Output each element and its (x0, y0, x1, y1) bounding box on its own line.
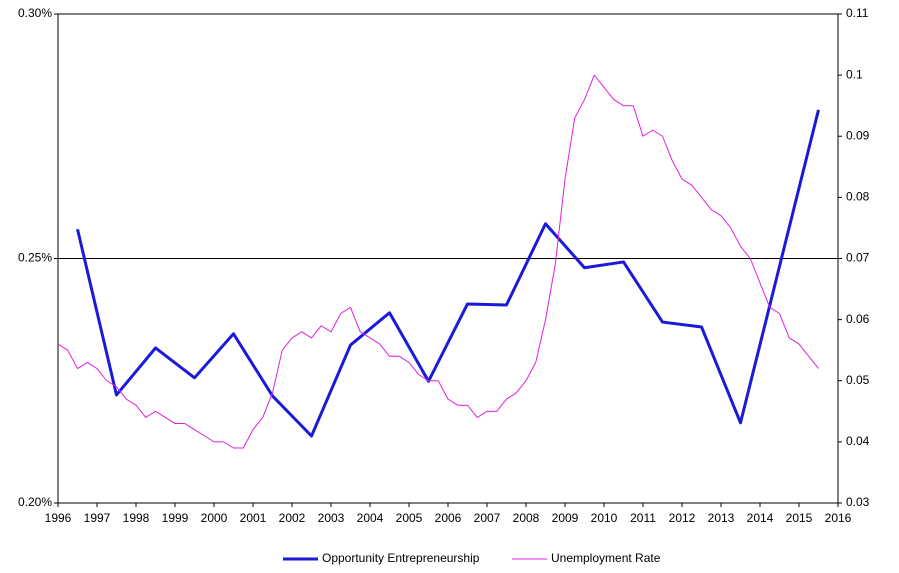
x-tick-label: 2002 (279, 511, 306, 525)
x-tick-label: 2012 (669, 511, 696, 525)
x-tick-label: 1999 (162, 511, 189, 525)
x-tick-label: 2003 (318, 511, 345, 525)
y2-tick-label: 0.09 (846, 128, 870, 142)
y2-tick-label: 0.11 (846, 6, 869, 20)
x-tick-label: 2000 (201, 511, 228, 525)
x-tick-label: 2013 (708, 511, 735, 525)
y2-tick-label: 0.07 (846, 251, 870, 265)
series-line (76, 109, 820, 438)
y-tick-label: 0.25% (18, 251, 52, 265)
x-tick-label: 2001 (240, 511, 267, 525)
y2-tick-label: 0.04 (846, 434, 870, 448)
x-tick-label: 2015 (786, 511, 813, 525)
x-tick-label: 2004 (357, 511, 384, 525)
y2-tick-label: 0.06 (846, 312, 870, 326)
y2-tick-label: 0.05 (846, 373, 870, 387)
y2-tick-label: 0.03 (846, 495, 870, 509)
x-tick-label: 1997 (84, 511, 111, 525)
x-tick-label: 2005 (396, 511, 423, 525)
legend-label: Unemployment Rate (551, 551, 661, 565)
x-tick-label: 2006 (435, 511, 462, 525)
x-tick-label: 2014 (747, 511, 774, 525)
y-tick-label: 0.20% (18, 495, 52, 509)
y-tick-label: 0.30% (18, 6, 52, 20)
x-tick-label: 2007 (474, 511, 501, 525)
x-tick-label: 2009 (552, 511, 579, 525)
x-tick-label: 1998 (123, 511, 150, 525)
y2-tick-label: 0.1 (846, 67, 863, 81)
x-tick-label: 2010 (591, 511, 618, 525)
x-tick-label: 2011 (630, 511, 656, 525)
legend-label: Opportunity Entrepreneurship (322, 551, 480, 565)
y2-tick-label: 0.08 (846, 190, 870, 204)
x-tick-label: 2008 (513, 511, 540, 525)
x-tick-label: 1996 (45, 511, 72, 525)
x-tick-label: 2016 (825, 511, 852, 525)
series-line (57, 74, 819, 449)
